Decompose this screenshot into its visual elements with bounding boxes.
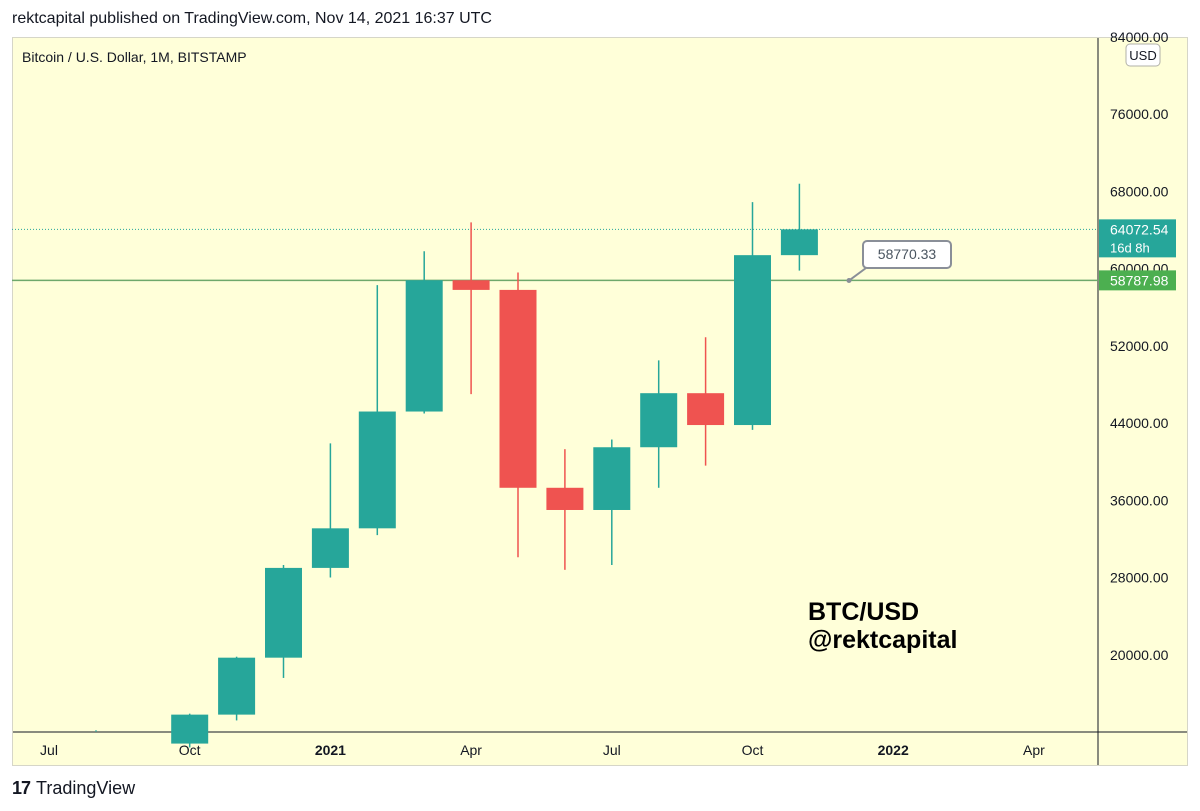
x-tick-label: 2022 xyxy=(878,742,909,758)
currency-badge-label: USD xyxy=(1129,48,1156,63)
candle-body[interactable] xyxy=(499,289,537,488)
candle-body[interactable] xyxy=(687,393,725,426)
watermark-author: @rektcapital xyxy=(808,626,958,654)
currency-badge[interactable] xyxy=(1125,43,1161,67)
candle-body[interactable] xyxy=(452,280,490,290)
tradingview-logo[interactable]: 17 TradingView xyxy=(12,778,135,799)
callout-anchor xyxy=(846,278,852,284)
candle-body[interactable] xyxy=(358,411,396,529)
current-price-badge xyxy=(1099,219,1176,258)
candle-body[interactable] xyxy=(640,393,678,448)
x-tick-label: 2021 xyxy=(315,742,346,758)
tradingview-logo-text: TradingView xyxy=(36,778,136,798)
callout-label: 58770.33 xyxy=(878,246,937,262)
candle-body[interactable] xyxy=(546,487,584,510)
candle-body[interactable] xyxy=(405,280,443,412)
plot-area xyxy=(12,37,1098,732)
x-tick-label: Jul xyxy=(603,742,621,758)
y-tick-label: 68000.00 xyxy=(1110,183,1169,199)
chart-title: Bitcoin / U.S. Dollar, 1M, BITSTAMP xyxy=(22,49,247,65)
callout-box[interactable] xyxy=(862,240,952,269)
candle-body[interactable] xyxy=(311,528,349,568)
callout-pointer xyxy=(848,267,867,282)
y-tick-label: 36000.00 xyxy=(1110,492,1169,508)
x-tick-label: Jul xyxy=(40,742,58,758)
x-tick-label: Oct xyxy=(742,742,764,758)
candle-countdown-label: 16d 8h xyxy=(1110,240,1150,255)
price-axis-area xyxy=(1098,37,1188,732)
support-price-label: 58787.98 xyxy=(1110,272,1169,288)
x-tick-label: Oct xyxy=(179,742,201,758)
candle-body[interactable] xyxy=(218,657,256,715)
chart-border xyxy=(12,37,1188,766)
x-tick-label: Apr xyxy=(460,742,482,758)
candle-body[interactable] xyxy=(780,229,818,256)
y-tick-label: 28000.00 xyxy=(1110,570,1169,586)
candle-body[interactable] xyxy=(265,567,302,658)
published-header: rektcapital published on TradingView.com… xyxy=(12,10,492,27)
candle-body[interactable] xyxy=(593,447,631,510)
y-tick-label: 52000.00 xyxy=(1110,338,1169,354)
y-tick-label: 44000.00 xyxy=(1110,415,1169,431)
y-tick-label: 20000.00 xyxy=(1110,647,1169,663)
current-price-label: 64072.54 xyxy=(1110,221,1169,237)
tradingview-logo-icon: 17 xyxy=(12,778,31,798)
y-tick-label: 84000.00 xyxy=(1110,29,1169,45)
watermark-pair: BTC/USD xyxy=(808,598,920,626)
x-tick-label: Apr xyxy=(1023,742,1045,758)
candle-body[interactable] xyxy=(171,714,209,744)
y-tick-label: 76000.00 xyxy=(1110,106,1169,122)
support-price-badge xyxy=(1099,270,1176,291)
candle-body[interactable] xyxy=(734,255,771,426)
